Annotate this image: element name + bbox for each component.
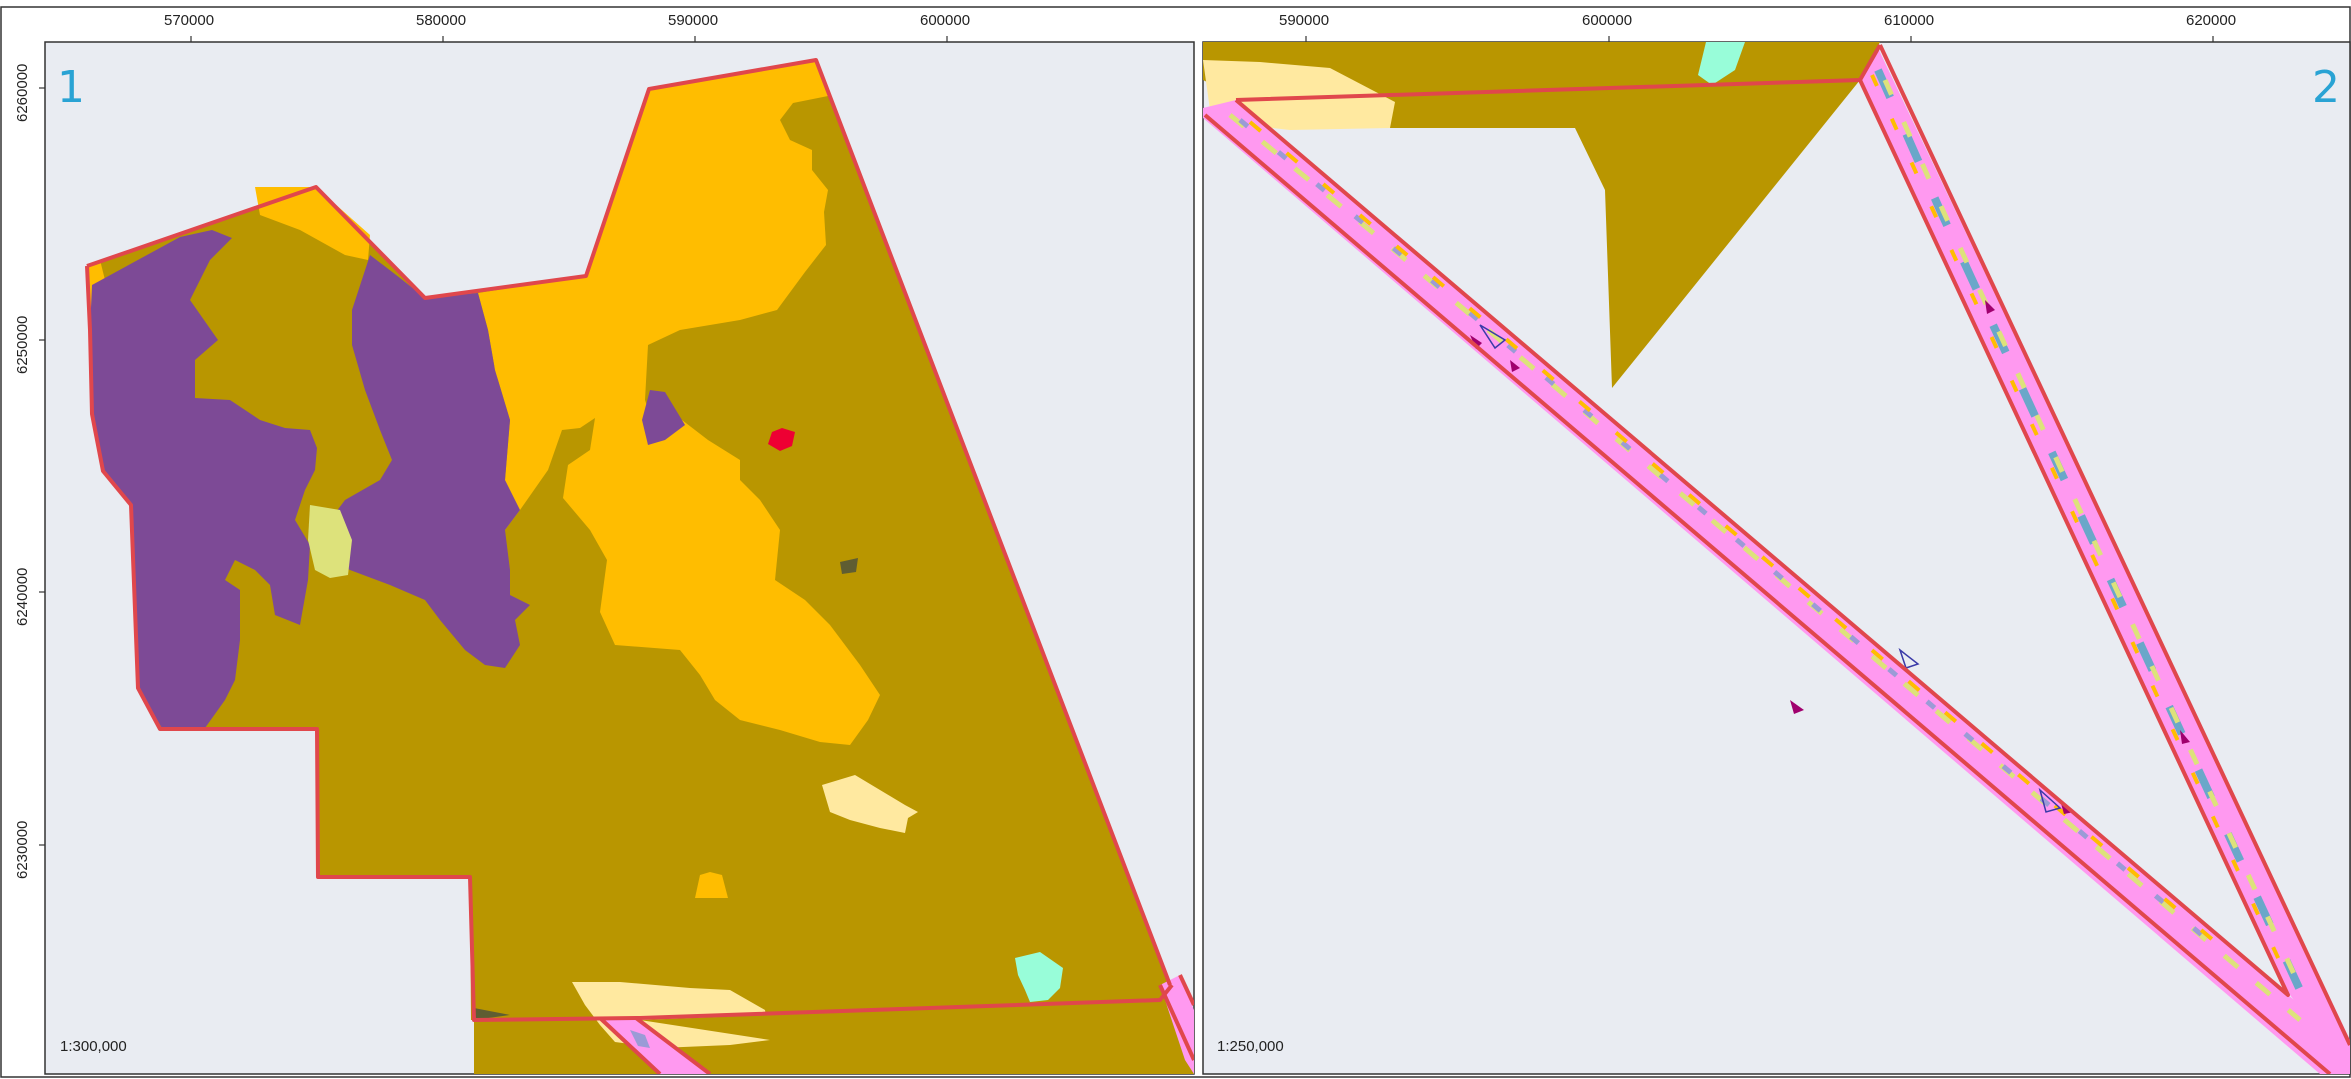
- map-1-ticks: [39, 36, 948, 846]
- map-1-orange-patch: [255, 187, 370, 260]
- map-1-orange-zone: [478, 60, 880, 745]
- map-2-number: 2: [2312, 62, 2340, 113]
- map-2-boundary: [1878, 44, 2350, 1046]
- map-1-purple-zone-east: [330, 255, 530, 668]
- map-1-x-tick: 580000: [416, 12, 467, 29]
- map-1-x-tick: 600000: [920, 12, 971, 29]
- map-1-boundary: [634, 1016, 712, 1074]
- map-1-boundary: [86, 58, 1172, 986]
- map-1-light-yellow-patch: [822, 775, 918, 833]
- map-2-corridor-texture: [1228, 68, 2308, 1022]
- map-1-boundary: [598, 1016, 662, 1074]
- map-2-x-tick: 620000: [2186, 12, 2237, 29]
- map-1-boundary: [85, 265, 1174, 1022]
- map-1-y-tick: 6230000: [14, 820, 31, 879]
- map-2-x-tick: 600000: [1582, 12, 1633, 29]
- map-1-olive-extension: [640, 1000, 1160, 1074]
- map-1-aqua-patch: [1015, 952, 1063, 1002]
- map-1-y-tick: 6240000: [14, 567, 31, 626]
- map-1-dark-grey-patch: [474, 1008, 510, 1020]
- map-2-aqua-patch: [1698, 42, 1745, 85]
- map-1-y-tick: 6260000: [14, 63, 31, 122]
- map-1-pink-corridor: [600, 1018, 710, 1074]
- map-1-x-tick: 570000: [164, 12, 215, 29]
- map-1-dark-grey-patch: [840, 558, 858, 574]
- map-2-ticks: [1305, 36, 2214, 42]
- map-1-x-tick: 590000: [668, 12, 719, 29]
- map-1-scale: 1:300,000: [60, 1038, 127, 1055]
- map-1-boundary: [1158, 984, 1194, 1061]
- map-1-orange-patch: [695, 872, 728, 898]
- map-2-olive-zone: [1203, 42, 1880, 388]
- map-1-pale-green-patch: [308, 505, 352, 578]
- map-1-red-patch: [768, 428, 795, 451]
- map-2-x-tick: 590000: [1279, 12, 1330, 29]
- map-1-purple-patch: [642, 390, 685, 445]
- map-2-x-tick: 610000: [1884, 12, 1935, 29]
- map-1-purple-zone-west: [90, 230, 317, 728]
- map-2-scale: 1:250,000: [1217, 1038, 1284, 1055]
- map-1-lavender-patch: [630, 1030, 650, 1048]
- map-2-boundary: [1203, 113, 2332, 1074]
- map-2[interactable]: [1202, 36, 2351, 1075]
- map-1[interactable]: [39, 36, 1195, 1075]
- map-2-boundary: [1234, 79, 2290, 997]
- map-1-boundary: [1178, 974, 1194, 1006]
- map-1-number: 1: [57, 62, 85, 113]
- map-1-y-tick: 6250000: [14, 315, 31, 374]
- map-2-pink-corridor-right: [1860, 48, 2350, 1074]
